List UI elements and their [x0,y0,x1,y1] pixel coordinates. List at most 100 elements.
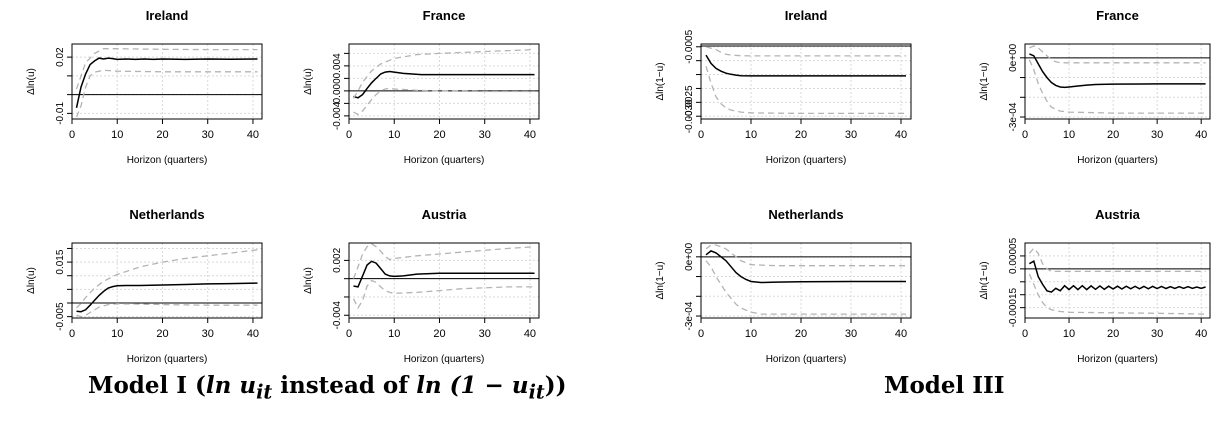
confidence-band-upper [352,243,535,279]
panel-7: Netherlands 0 10 20 30 40 Horizon (quarters) -3… [655,207,912,365]
x-axis-label: Horizon (quarters) [404,155,485,166]
y-tick-label: -0.0030 [684,99,695,133]
y-tick-label: -3e-04 [1008,102,1019,131]
y-axis-label: Δln(u) [303,267,314,294]
panel-title: Netherlands [129,207,204,222]
plot-frame [1024,43,1211,120]
panel-title: Ireland [146,8,189,23]
y-tick-label: 0e+00 [684,242,695,271]
x-tick-label: 30 [479,328,491,340]
y-axis-label: Δln(1−u) [655,62,666,100]
x-tick-label: 40 [1195,129,1207,141]
x-tick-label: 30 [1151,328,1163,340]
confidence-band-lower [705,260,906,315]
panel-5: Netherlands 0 10 20 30 40 Horizon (quarters) -0… [26,207,263,365]
y-axis-label: Δln(u) [26,68,37,95]
x-tick-label: 30 [845,129,857,141]
x-tick-label: 0 [69,129,75,141]
y-tick-label: 0.00005 [1008,237,1019,274]
x-tick-label: 20 [1107,328,1119,340]
y-tick-label: -0.0025 [684,85,695,119]
y-tick-label: 0.015 [55,249,66,274]
x-axis-label: Horizon (quarters) [404,354,485,365]
y-tick-label: -0.0005 [684,29,695,63]
irf-line [705,54,906,77]
irf-line [75,57,258,108]
irf-line [1029,259,1206,293]
x-tick-label: 10 [111,328,123,340]
x-axis-label: Horizon (quarters) [766,354,847,365]
y-tick-label: -0.004 [332,101,343,130]
caption-model-iii: Model III [884,372,1005,399]
x-tick-label: 0 [346,328,352,340]
x-tick-label: 30 [845,328,857,340]
x-tick-label: 10 [1063,129,1075,141]
confidence-band-lower [1028,59,1206,114]
panel-title: Austria [1095,207,1141,222]
panel-8: Austria 0 10 20 30 40 Horizon (quarters) -0.000… [979,207,1211,365]
confidence-band-lower [1028,273,1206,315]
confidence-band-upper [1028,247,1206,273]
x-tick-label: 0 [698,328,704,340]
irf-line [705,250,906,284]
caption-model-i: Model I (ln uit instead of ln (1 − uit)) [88,372,567,404]
x-tick-label: 10 [111,129,123,141]
panel-3: Ireland 0 10 20 30 40 Horizon (quarters) -0.003… [655,8,912,166]
panel-title: France [423,8,466,23]
confidence-band-upper [705,244,906,267]
confidence-band-lower [352,279,535,310]
irf-line [1029,53,1206,89]
x-tick-label: 0 [69,328,75,340]
panel-title: Netherlands [768,207,843,222]
x-tick-label: 40 [247,129,259,141]
x-tick-label: 10 [745,328,757,340]
y-axis-label: Δln(1−u) [655,261,666,299]
y-tick-label: -0.00015 [1008,287,1019,327]
x-tick-label: 30 [1151,129,1163,141]
irf-line [353,70,535,99]
x-tick-label: 10 [388,129,400,141]
x-tick-label: 30 [479,129,491,141]
x-tick-label: 20 [795,328,807,340]
x-tick-label: 20 [156,129,168,141]
x-tick-label: 40 [895,328,907,340]
plot-frame [71,242,263,319]
x-axis-label: Horizon (quarters) [127,354,208,365]
panel-4: France 0 10 20 30 40 Horizon (quarters) -3e-04 0… [979,8,1211,166]
x-tick-label: 20 [795,129,807,141]
x-tick-label: 0 [346,129,352,141]
plot-frame [71,43,263,120]
x-tick-label: 40 [524,328,536,340]
x-tick-label: 20 [433,129,445,141]
plot-frame [348,242,540,319]
y-axis-label: Δln(u) [303,68,314,95]
plot-frame [348,43,540,120]
y-axis-label: Δln(1−u) [979,261,990,299]
irf-line [76,282,258,313]
confidence-band-upper [75,48,258,90]
y-tick-label: 0e+00 [1008,43,1019,72]
confidence-band-upper [352,48,535,99]
y-tick-label: 0.004 [332,53,343,78]
x-tick-label: 40 [524,129,536,141]
panel-title: Ireland [785,8,828,23]
x-tick-label: 20 [156,328,168,340]
x-tick-label: 0 [1022,129,1028,141]
x-tick-label: 30 [202,328,214,340]
confidence-band-lower [705,66,906,115]
y-tick-label: -0.01 [55,102,66,125]
x-tick-label: 40 [1195,328,1207,340]
confidence-band-lower [75,69,258,118]
panel-1: Ireland 0 10 20 30 40 Horizon (quarters) -0.01 0… [26,8,263,166]
panel-2: France 0 10 20 30 40 Horizon (quarters) -0.004 0… [303,8,540,166]
y-tick-label: -3e-04 [684,301,695,330]
x-tick-label: 0 [1022,328,1028,340]
plot-frame [700,242,912,319]
confidence-band-lower [353,87,535,116]
x-tick-label: 10 [388,328,400,340]
x-tick-label: 10 [1063,328,1075,340]
x-tick-label: 0 [698,129,704,141]
y-axis-label: Δln(u) [26,267,37,294]
panel-title: Austria [422,207,468,222]
